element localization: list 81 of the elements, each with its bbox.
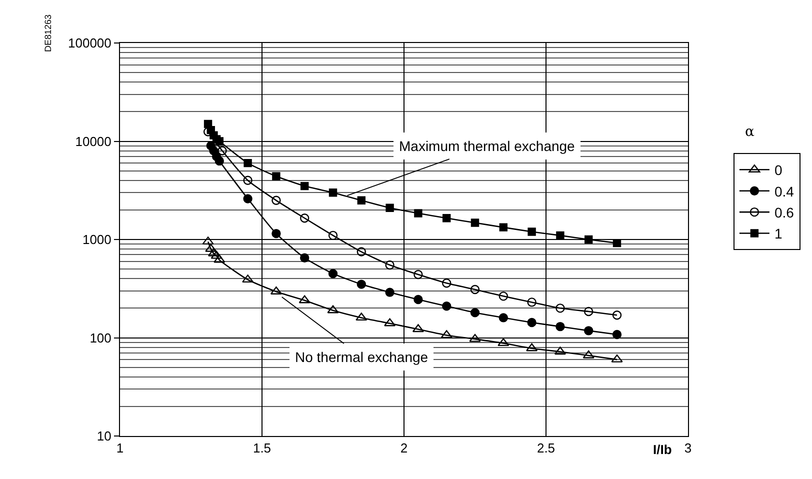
- x-tick-label: 2: [400, 440, 408, 456]
- point: [244, 158, 252, 168]
- y-tick-label: 10: [96, 428, 112, 444]
- point: [300, 253, 310, 262]
- point: [554, 346, 566, 355]
- point: [385, 260, 394, 270]
- point: [498, 292, 508, 301]
- point: [356, 312, 368, 321]
- point: [442, 278, 452, 288]
- point: [210, 250, 222, 259]
- point: [498, 338, 510, 346]
- y-tick-label: 100: [90, 330, 112, 346]
- point: [498, 313, 508, 322]
- point: [469, 334, 481, 342]
- point: [357, 196, 366, 204]
- text: DE81263: [42, 14, 53, 52]
- point: [272, 172, 280, 180]
- point: [328, 268, 338, 278]
- point: [470, 308, 480, 318]
- point: [442, 214, 451, 222]
- annotation: No thermal exchange: [295, 349, 428, 365]
- point: [470, 284, 480, 294]
- point: [526, 343, 538, 352]
- point: [215, 137, 224, 146]
- point: [527, 318, 536, 328]
- point: [243, 176, 252, 185]
- legend-title: α: [745, 124, 755, 140]
- point: [414, 294, 423, 304]
- point: [527, 298, 536, 307]
- legend-label: 0.4: [774, 183, 794, 200]
- point: [499, 223, 508, 232]
- point: [611, 354, 623, 362]
- x-axis-title: I/Ib: [653, 442, 672, 457]
- annotation: Maximum thermal exchange: [399, 138, 576, 154]
- point: [202, 236, 214, 245]
- point: [328, 230, 338, 240]
- point: [242, 274, 254, 283]
- point: [442, 301, 452, 311]
- x-tick-label: 3: [684, 440, 692, 456]
- y-tick-label: 10000: [75, 134, 112, 149]
- point: [327, 305, 339, 314]
- point: [582, 350, 594, 358]
- point: [243, 194, 252, 204]
- point: [556, 304, 565, 313]
- point: [584, 326, 594, 336]
- x-tick-label: 1: [116, 440, 124, 456]
- point: [385, 288, 394, 297]
- point: [356, 280, 366, 289]
- point: [386, 204, 394, 212]
- point: [214, 254, 226, 263]
- point: [612, 330, 622, 340]
- point: [528, 228, 536, 236]
- point: [218, 146, 227, 156]
- point: [556, 322, 565, 332]
- point: [298, 295, 310, 304]
- point: [584, 235, 593, 244]
- point: [356, 247, 366, 256]
- point: [205, 244, 217, 252]
- legend-label: 0: [774, 162, 782, 178]
- point: [556, 231, 564, 240]
- point: [612, 310, 622, 320]
- legend-label: 1: [774, 226, 782, 242]
- point: [300, 214, 310, 223]
- point: [214, 156, 224, 166]
- point: [584, 306, 594, 316]
- point: [328, 188, 338, 197]
- point: [440, 330, 452, 338]
- y-tick-label: 100000: [68, 36, 112, 51]
- point: [270, 286, 282, 294]
- point: [412, 324, 424, 332]
- point: [414, 270, 423, 280]
- point: [300, 182, 309, 190]
- point: [272, 228, 281, 238]
- point: [470, 218, 480, 227]
- x-tick-label: 2.5: [536, 440, 556, 456]
- y-tick-label: 1000: [82, 232, 112, 248]
- point: [384, 318, 396, 326]
- legend-label: 0.6: [774, 204, 794, 220]
- point: [272, 196, 281, 205]
- point: [414, 209, 422, 218]
- x-tick-label: 1.5: [252, 440, 272, 456]
